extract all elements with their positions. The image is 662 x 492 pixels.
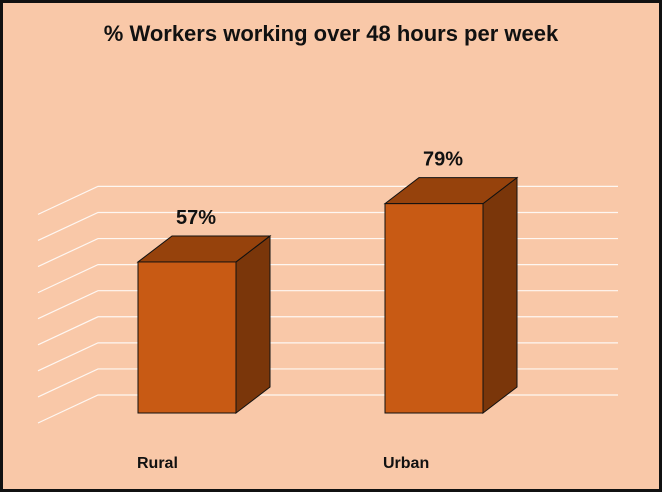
gridline [37,316,618,346]
gridline [37,342,618,372]
category-label-rural: Rural [137,455,178,472]
gridline [37,211,618,242]
bar-rural-side [235,234,271,415]
gridline [37,237,618,268]
category-label-urban: Urban [383,455,430,472]
gridline [37,394,618,424]
gridline [37,264,618,294]
gridline [37,368,618,398]
chart-title: % Workers working over 48 hours per week [103,21,559,46]
bar-rural-front [137,261,237,414]
gridline [37,185,618,215]
data-label-urban: 79% [423,149,463,171]
data-label-rural: 57% [176,207,216,229]
bar-urban-front [384,203,484,414]
gridlines [37,185,618,424]
data-labels: 57% 79% [176,149,463,229]
gridline [37,290,618,320]
bars [136,176,519,415]
bar-urban-side [482,176,518,415]
bar-chart: 57% 79% [37,149,618,424]
